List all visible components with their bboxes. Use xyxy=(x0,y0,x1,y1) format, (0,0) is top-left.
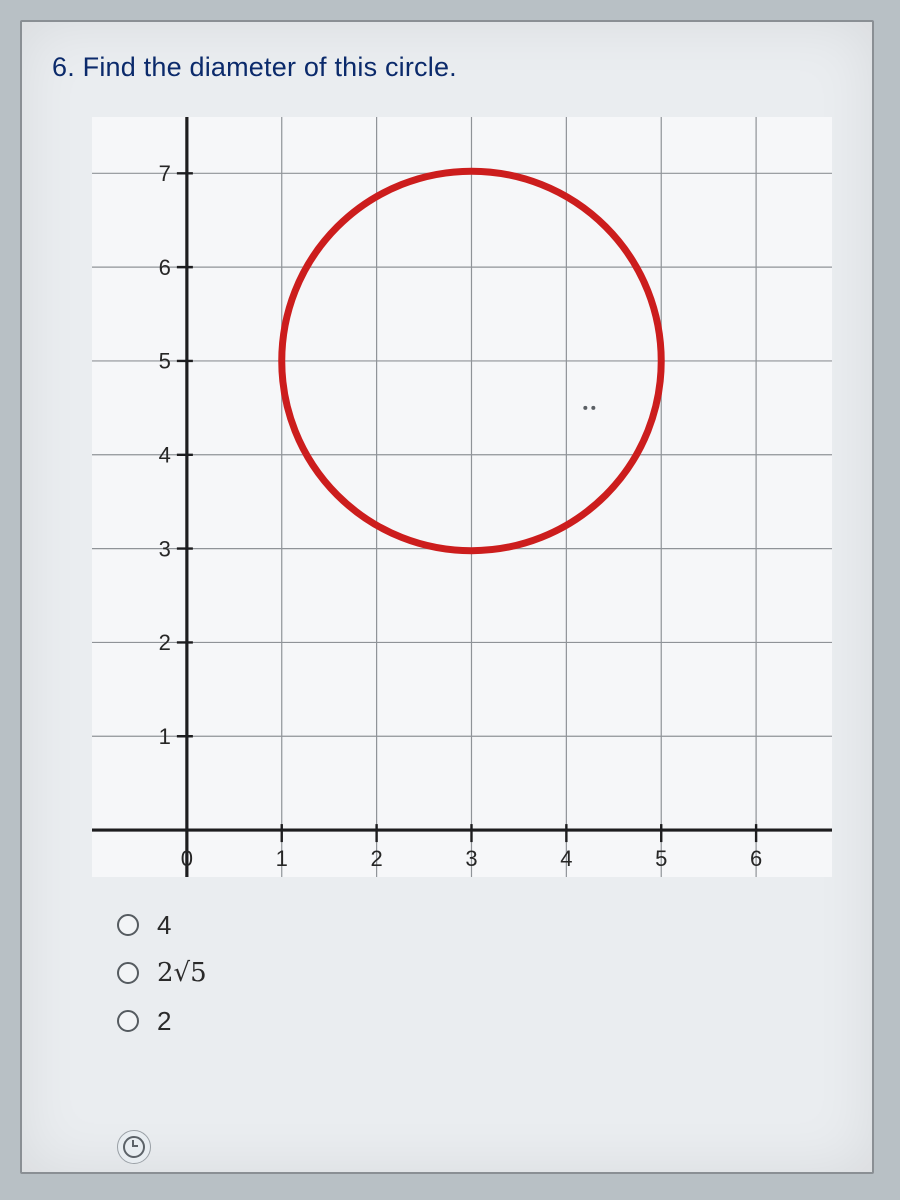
svg-text:6: 6 xyxy=(750,846,762,871)
svg-text:4: 4 xyxy=(560,846,572,871)
option-b[interactable]: 2√5 xyxy=(117,960,207,986)
radio-icon[interactable] xyxy=(117,962,139,984)
svg-text:3: 3 xyxy=(465,846,477,871)
radio-icon[interactable] xyxy=(117,1010,139,1032)
svg-text:3: 3 xyxy=(159,536,171,561)
svg-text:5: 5 xyxy=(159,349,171,374)
answer-options: 4 2√5 2 xyxy=(117,912,207,1056)
svg-text:2: 2 xyxy=(370,846,382,871)
question-text: 6. Find the diameter of this circle. xyxy=(52,52,457,83)
question-prompt: Find the diameter of this circle. xyxy=(83,52,457,82)
svg-text:0: 0 xyxy=(181,846,193,871)
svg-text:5: 5 xyxy=(655,846,667,871)
svg-text:4: 4 xyxy=(159,442,171,467)
svg-text:1: 1 xyxy=(276,846,288,871)
svg-text:6: 6 xyxy=(159,255,171,280)
worksheet-page: 6. Find the diameter of this circle. 0 1 2… xyxy=(20,20,874,1174)
clock-icon xyxy=(123,1136,145,1158)
coordinate-plot: 0 1 2 3 4 5 6 1 2 3 4 5 6 7 xyxy=(92,117,832,877)
radio-icon[interactable] xyxy=(117,914,139,936)
chart-svg: 0 1 2 3 4 5 6 1 2 3 4 5 6 7 xyxy=(92,117,832,877)
option-a-label: 4 xyxy=(157,912,171,938)
option-a[interactable]: 4 xyxy=(117,912,207,938)
option-c[interactable]: 2 xyxy=(117,1008,207,1034)
option-b-label: 2√5 xyxy=(157,960,207,986)
svg-text:2: 2 xyxy=(159,630,171,655)
svg-text:7: 7 xyxy=(159,161,171,186)
option-c-label: 2 xyxy=(157,1008,171,1034)
svg-text:1: 1 xyxy=(159,724,171,749)
question-number: 6. xyxy=(52,52,75,82)
timer-indicator[interactable] xyxy=(117,1130,151,1164)
